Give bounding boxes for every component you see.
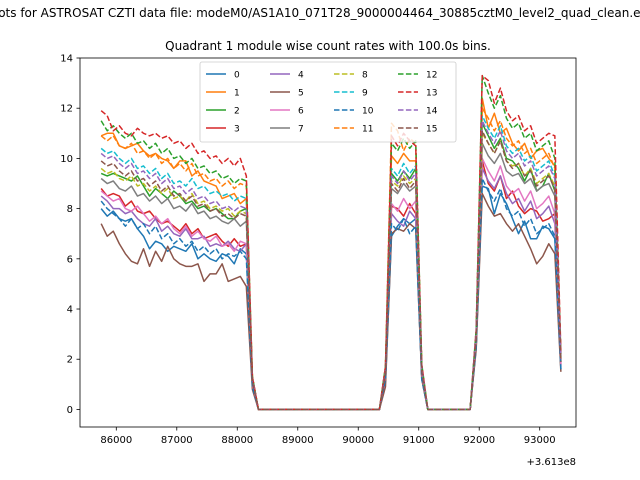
x-axis: 86000 87000 88000 89000 90000 91000 92000 93000: [100, 427, 556, 446]
x-offset-label: +3.613e8: [526, 457, 576, 468]
series-line-15: [100, 130, 562, 411]
legend-label-4: 4: [298, 71, 304, 81]
x-tick-label: 89000: [282, 435, 314, 446]
legend-label-3: 3: [234, 125, 240, 135]
legend-label-5: 5: [298, 89, 304, 99]
legend-label-12: 12: [426, 71, 437, 81]
series-layer: [100, 74, 562, 411]
x-tick-label: 86000: [100, 435, 132, 446]
y-axis: 0 2 4 6 8 10 12 14: [60, 54, 80, 416]
legend-label-6: 6: [298, 107, 304, 117]
y-tick-label: 0: [67, 405, 73, 416]
y-tick-label: 2: [67, 355, 73, 366]
x-tick-label: 88000: [221, 435, 253, 446]
y-tick-label: 4: [67, 305, 73, 316]
y-tick-label: 12: [60, 104, 73, 115]
x-tick-label: 92000: [463, 435, 495, 446]
series-line-10: [100, 177, 562, 411]
y-tick-label: 6: [67, 254, 73, 265]
x-tick-label: 87000: [161, 435, 193, 446]
legend-label-9: 9: [362, 89, 368, 99]
legend-label-2: 2: [234, 107, 240, 117]
series-line-9: [100, 114, 562, 411]
legend-label-10: 10: [362, 107, 374, 117]
legend-label-1: 1: [234, 89, 240, 99]
y-tick-label: 10: [60, 154, 73, 165]
legend-label-15: 15: [426, 125, 437, 135]
legend-box: [199, 61, 457, 143]
y-tick-label: 8: [67, 204, 73, 215]
y-tick-label: 14: [60, 54, 73, 65]
legend-label-14: 14: [426, 107, 438, 117]
figure-suptitle: Plots for ASTROSAT CZTI data file: modeM…: [0, 6, 640, 20]
legend-label-7: 7: [298, 125, 304, 135]
legend-label-0: 0: [234, 71, 240, 81]
legend-label-13: 13: [426, 89, 437, 99]
plot-frame: [79, 57, 577, 428]
legend-label-11: 11: [362, 125, 373, 135]
x-tick-label: 91000: [403, 435, 435, 446]
x-tick-label: 93000: [524, 435, 556, 446]
x-tick-label: 90000: [342, 435, 374, 446]
legend-label-8: 8: [362, 71, 368, 81]
chart-title: Quadrant 1 module wise count rates with …: [165, 39, 491, 53]
